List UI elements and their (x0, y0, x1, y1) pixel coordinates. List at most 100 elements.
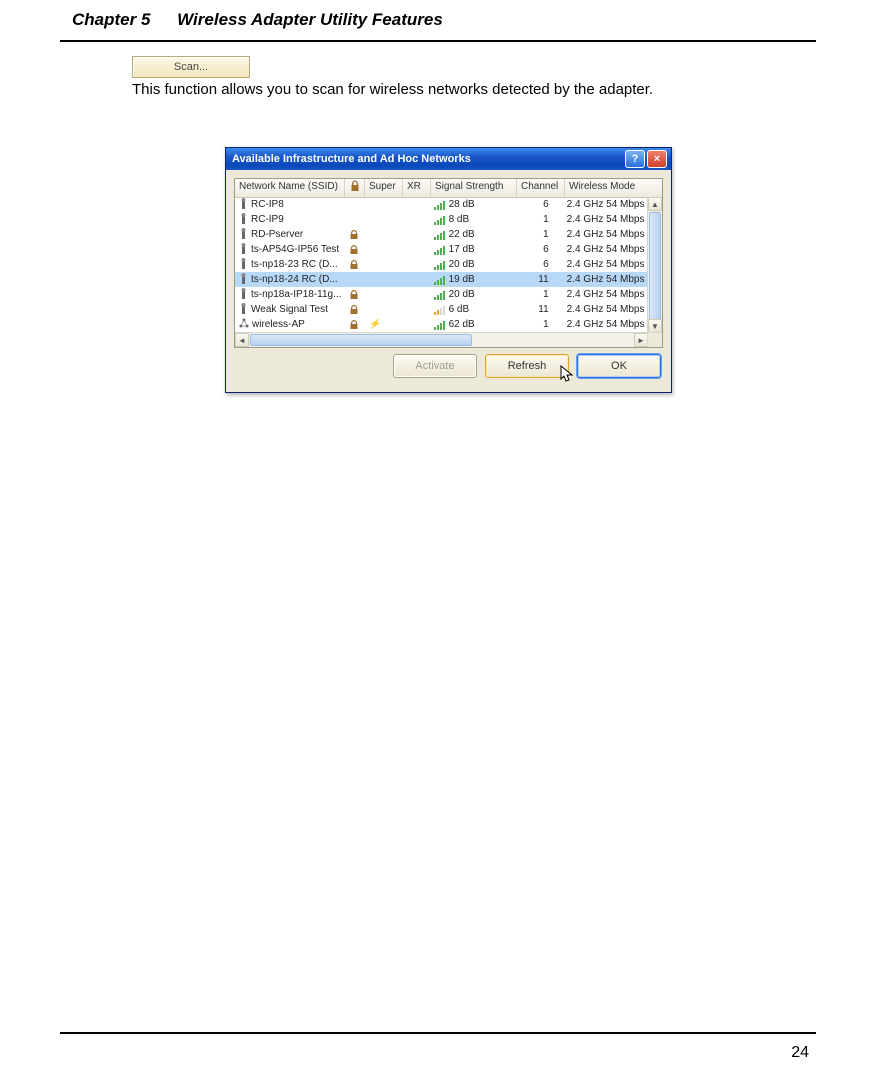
titlebar-close-button[interactable]: × (647, 150, 667, 168)
signal-bars-icon (434, 275, 445, 285)
ssid-text: RD-Pserver (251, 229, 303, 240)
cell-signal: 8 dB (430, 214, 515, 225)
scroll-left-icon[interactable]: ◄ (235, 333, 249, 347)
cell-mode: 2.4 GHz 54 Mbps (563, 289, 648, 300)
networks-dialog: Available Infrastructure and Ad Hoc Netw… (225, 147, 672, 393)
scroll-down-icon[interactable]: ▼ (648, 319, 662, 333)
refresh-button[interactable]: Refresh (485, 354, 569, 378)
cell-ssid: RC-IP8 (235, 198, 344, 212)
ssid-text: ts-np18-24 RC (D... (251, 274, 338, 285)
scroll-thumb-vertical[interactable] (649, 212, 661, 324)
infra-network-icon (239, 258, 248, 272)
signal-value: 6 dB (449, 304, 470, 315)
cell-channel: 6 (515, 259, 563, 270)
cell-mode: 2.4 GHz 54 Mbps (563, 214, 648, 225)
cell-channel: 1 (515, 319, 563, 330)
ssid-text: ts-np18a-IP18-11g... (251, 289, 341, 300)
col-header-channel[interactable]: Channel (517, 179, 565, 197)
infra-network-icon (239, 273, 248, 287)
listview-rows[interactable]: RC-IP828 dB62.4 GHz 54 MbpsRC-IP98 dB12.… (235, 197, 648, 333)
ssid-text: Weak Signal Test (251, 304, 328, 315)
cell-security (344, 320, 364, 330)
titlebar-help-button[interactable]: ? (625, 150, 645, 168)
cell-ssid: RC-IP9 (235, 213, 344, 227)
scroll-thumb-horizontal[interactable] (250, 334, 472, 346)
refresh-button-label: Refresh (508, 360, 547, 372)
col-header-xr[interactable]: XR (403, 179, 431, 197)
infra-network-icon (239, 303, 248, 317)
networks-listview[interactable]: Network Name (SSID) Super XR Signal Stre… (234, 178, 663, 348)
cell-security (344, 245, 364, 255)
infra-network-icon (239, 288, 248, 302)
cell-channel: 6 (515, 244, 563, 255)
footer-rule (60, 1032, 816, 1034)
body-text: This function allows you to scan for wir… (132, 80, 791, 100)
cell-security (344, 260, 364, 270)
signal-value: 19 dB (449, 274, 475, 285)
ok-button[interactable]: OK (577, 354, 661, 378)
scroll-up-icon[interactable]: ▲ (648, 197, 662, 211)
signal-value: 17 dB (449, 244, 475, 255)
cell-security (344, 290, 364, 300)
cell-ssid: RD-Pserver (235, 228, 344, 242)
infra-network-icon (239, 198, 248, 212)
ssid-text: ts-AP54G-IP56 Test (251, 244, 339, 255)
lock-icon (349, 305, 359, 315)
table-row[interactable]: Weak Signal Test 6 dB 112.4 GHz 54 Mbps (235, 302, 648, 317)
table-row[interactable]: RC-IP828 dB62.4 GHz 54 Mbps (235, 197, 648, 212)
cell-channel: 1 (515, 289, 563, 300)
table-row[interactable]: ts-AP54G-IP56 Test 17 dB 62.4 GHz 54 Mbps (235, 242, 648, 257)
cell-super: ⚡ (364, 319, 402, 330)
cell-ssid: Weak Signal Test (235, 303, 344, 317)
cell-mode: 2.4 GHz 54 Mbps (563, 259, 648, 270)
lock-icon (349, 320, 359, 330)
cell-mode: 2.4 GHz 54 Mbps (563, 274, 648, 285)
col-header-security[interactable] (345, 179, 365, 197)
cell-ssid: ts-np18-23 RC (D... (235, 258, 344, 272)
scan-button[interactable]: Scan... (132, 56, 250, 78)
col-header-super[interactable]: Super (365, 179, 403, 197)
table-row[interactable]: wireless-AP⚡62 dB12.4 GHz 54 Mbps (235, 317, 648, 332)
activate-button-label: Activate (415, 360, 454, 372)
signal-value: 20 dB (449, 259, 475, 270)
col-header-mode[interactable]: Wireless Mode (565, 179, 651, 197)
dialog-title: Available Infrastructure and Ad Hoc Netw… (232, 153, 623, 165)
col-header-signal[interactable]: Signal Strength (431, 179, 517, 197)
scroll-right-icon[interactable]: ► (634, 333, 648, 347)
infra-network-icon (239, 228, 248, 242)
col-header-ssid[interactable]: Network Name (SSID) (235, 179, 345, 197)
infra-network-icon (239, 243, 248, 257)
table-row[interactable]: ts-np18a-IP18-11g... 20 dB 12.4 GHz 54 Mbp… (235, 287, 648, 302)
signal-value: 20 dB (449, 289, 475, 300)
signal-bars-icon (434, 320, 445, 330)
signal-bars-icon (434, 200, 445, 210)
header-rule (60, 40, 816, 42)
lock-icon (349, 230, 359, 240)
cell-mode: 2.4 GHz 54 Mbps (563, 244, 648, 255)
cell-mode: 2.4 GHz 54 Mbps (563, 304, 648, 315)
scroll-corner (647, 333, 662, 347)
cell-channel: 11 (515, 274, 563, 285)
signal-bars-icon (434, 305, 445, 315)
table-row[interactable]: ts-np18-24 RC (D... 19 dB 112.4 GHz 54 Mbp… (235, 272, 648, 287)
activate-button[interactable]: Activate (393, 354, 477, 378)
scan-button-label: Scan... (174, 61, 208, 73)
listview-headers[interactable]: Network Name (SSID) Super XR Signal Stre… (235, 179, 662, 198)
cell-mode: 2.4 GHz 54 Mbps (563, 319, 648, 330)
vertical-scrollbar[interactable]: ▲ ▼ (647, 197, 662, 333)
cell-security (344, 230, 364, 240)
chapter-label: Chapter 5 (72, 10, 150, 30)
table-row[interactable]: ts-np18-23 RC (D... 20 dB 62.4 GHz 54 Mbps (235, 257, 648, 272)
ssid-text: RC-IP8 (251, 199, 284, 210)
ssid-text: RC-IP9 (251, 214, 284, 225)
horizontal-scrollbar[interactable]: ◄ ► (235, 332, 662, 347)
cell-signal: 28 dB (430, 199, 515, 210)
cell-channel: 11 (515, 304, 563, 315)
cell-channel: 1 (515, 214, 563, 225)
dialog-titlebar[interactable]: Available Infrastructure and Ad Hoc Netw… (226, 148, 671, 170)
table-row[interactable]: RC-IP9 8 dB12.4 GHz 54 Mbps (235, 212, 648, 227)
cell-signal: 6 dB (430, 304, 515, 315)
dialog-button-row: Activate Refresh OK (234, 348, 663, 378)
cell-security (344, 305, 364, 315)
table-row[interactable]: RD-Pserver22 dB12.4 GHz 54 Mbps (235, 227, 648, 242)
